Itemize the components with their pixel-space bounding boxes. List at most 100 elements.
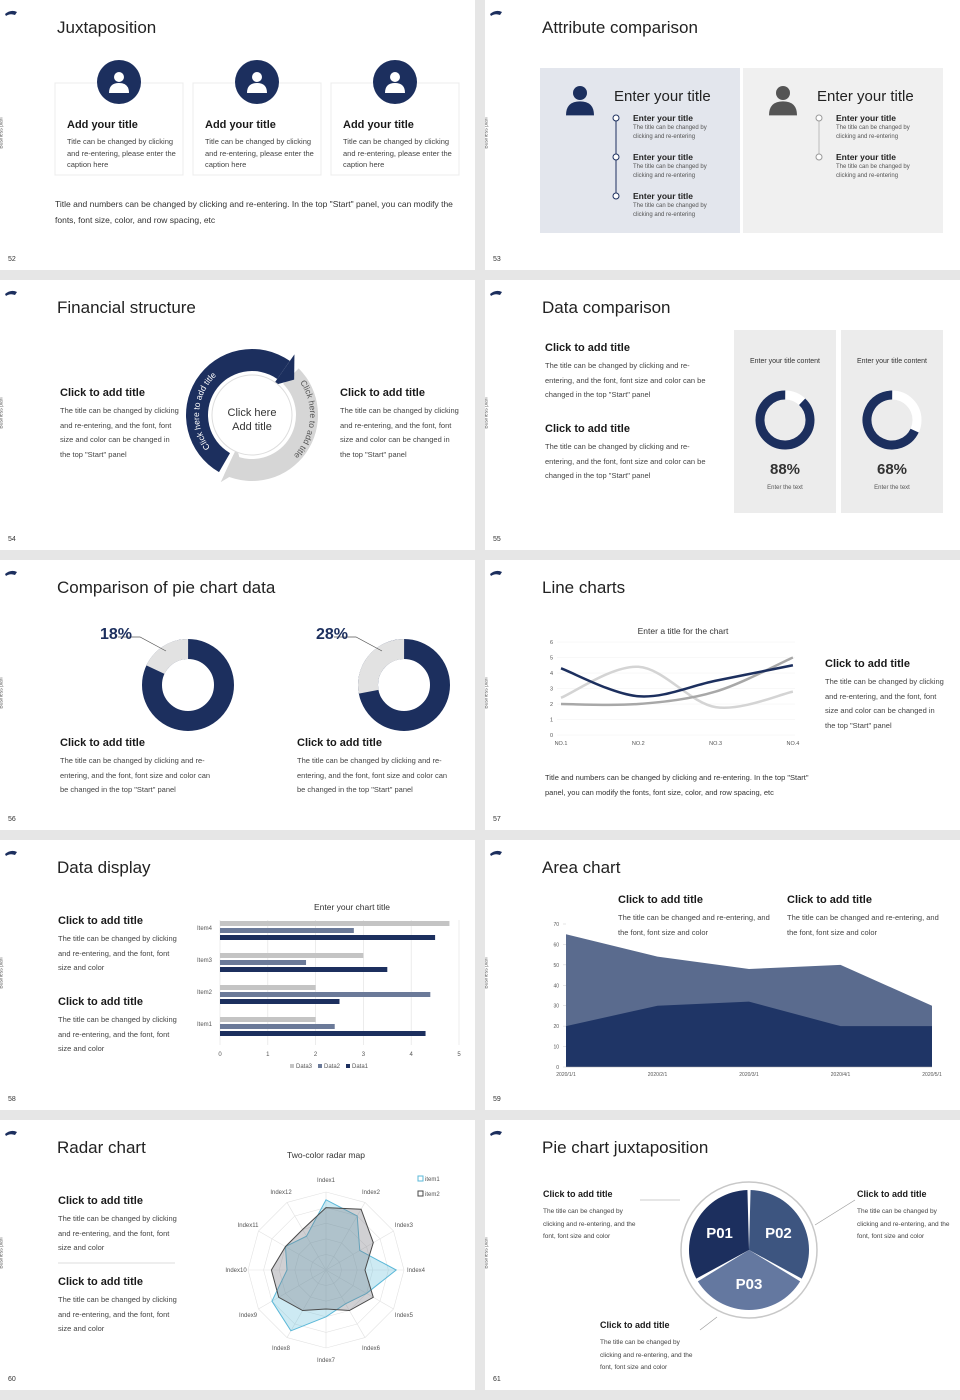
text: Area chart [542, 858, 621, 877]
text: The title can be changed by clicking and… [836, 164, 910, 179]
text: Enter the text [767, 485, 803, 491]
icon [566, 101, 594, 116]
text: The title can be changed by clicking and… [58, 1295, 177, 1333]
text: 68% [876, 461, 908, 478]
legend-label: Data1 [352, 1064, 369, 1070]
text: Click to add title [58, 1276, 143, 1288]
text: Business plan [0, 397, 5, 429]
text: Add your title [205, 119, 276, 131]
text: Click to add title [543, 1189, 613, 1199]
text: Click to add title [60, 737, 145, 749]
slice-label: P03 [736, 1276, 763, 1293]
chart-title: Two-color radar map [287, 1150, 365, 1160]
slide: Business plan Comparison of pie chart dat… [0, 560, 475, 830]
slide-graphics [5, 570, 450, 732]
bar [220, 1024, 335, 1029]
text: Business plan [0, 117, 5, 149]
x-tick-label: 3 [362, 1052, 366, 1058]
text: Click to add title [58, 1195, 143, 1207]
line [560, 656, 794, 707]
legend-label: item1 [425, 1177, 440, 1183]
leader [118, 636, 167, 652]
text: The title can be changed by clicking and… [58, 934, 177, 972]
legend-swatch [417, 1190, 424, 1197]
leader [334, 636, 383, 652]
slide: 0 10 20 30 40 50 60 70 2020/1/1 2020/2/1 2020/3/1 2… [485, 840, 960, 1110]
icon [252, 72, 262, 82]
slice-label: P01 [706, 1225, 733, 1242]
x-tick-label: 2020/3/1 [739, 1072, 759, 1078]
text: The title can be changed by clicking and… [58, 1214, 177, 1252]
slide: Enter a title for the chart 0 1 2 3 4 5 6 NO.1 NO… [485, 560, 960, 830]
bar [220, 967, 388, 972]
text: 54 [8, 536, 16, 543]
text: Enter your title [633, 152, 693, 162]
pie-slice [749, 1190, 809, 1279]
axis-label: Index8 [272, 1346, 291, 1352]
line [560, 665, 794, 709]
text: The title can be changed by clicking and… [340, 406, 459, 459]
axis-label: Index11 [238, 1223, 260, 1229]
radar-spoke [325, 1202, 366, 1271]
text: The title can be changed by clicking and… [600, 1339, 693, 1371]
y-tick-label: 20 [553, 1024, 559, 1030]
card [841, 330, 943, 513]
y-tick-label: 0 [556, 1065, 559, 1071]
text: The title can be changed by clicking and… [543, 1208, 636, 1240]
text: The title can be changed by clicking and… [836, 125, 910, 140]
logo [490, 1130, 502, 1136]
logo [490, 570, 502, 576]
text: The title can be changed by clicking and… [297, 756, 448, 794]
bar [220, 999, 340, 1004]
axis-label: Index4 [407, 1268, 426, 1274]
y-tick-label: Item3 [197, 958, 213, 964]
text: 28% [316, 626, 349, 643]
slide-graphics [5, 10, 460, 176]
slide-graphics: 0 10 20 30 40 50 60 70 2020/1/1 2020/2/1 2020/3/1 2… [490, 850, 942, 1078]
text: Enter the text [874, 485, 910, 491]
slide: P01 P02 P03 Business plan Pie chart juxtapos… [485, 1120, 960, 1390]
text: Radar chart [57, 1138, 146, 1157]
text: Click to add title [58, 915, 143, 927]
axis-label: Index9 [239, 1313, 258, 1319]
text: Enter your title [633, 113, 693, 123]
logo [490, 290, 502, 296]
arrow-head [220, 447, 243, 483]
text: The title can be changed by clicking and… [60, 406, 179, 459]
text: 57 [493, 816, 501, 823]
text: Business plan [485, 117, 490, 149]
y-tick-label: 3 [550, 687, 553, 693]
slide-graphics: Two-color radar map Index1 Index2 Index3 Ind… [5, 1130, 440, 1364]
text: Click here Add title [227, 407, 277, 433]
axis-label: Index3 [395, 1223, 414, 1229]
slide-graphics [490, 290, 943, 513]
x-tick-label: 2 [314, 1052, 318, 1058]
bar [220, 992, 431, 997]
text: Pie chart juxtaposition [542, 1138, 709, 1157]
icon [109, 83, 129, 93]
text: Data display [57, 858, 151, 877]
text: 58 [8, 1096, 16, 1103]
text: Business plan [485, 957, 490, 989]
panel [743, 68, 943, 233]
text: The title can be changed by clicking and… [545, 442, 706, 480]
text: 59 [493, 1096, 501, 1103]
ring-value [862, 390, 922, 450]
text: Business plan [0, 957, 5, 989]
text: 56 [8, 816, 16, 823]
text: Comparison of pie chart data [57, 578, 276, 597]
text: Business plan [485, 397, 490, 429]
text: Click to add title [297, 737, 382, 749]
radar-spoke [258, 1269, 327, 1310]
legend-swatch [417, 1175, 424, 1182]
text: Click to add title [58, 996, 143, 1008]
text: Add your title [67, 119, 138, 131]
bar [220, 985, 316, 990]
y-tick-label: Item1 [197, 1022, 213, 1028]
icon [390, 72, 400, 82]
x-tick-label: 2020/1/1 [556, 1072, 576, 1078]
text: Financial structure [57, 298, 196, 317]
bar [220, 928, 354, 933]
text: 88% [769, 461, 801, 478]
